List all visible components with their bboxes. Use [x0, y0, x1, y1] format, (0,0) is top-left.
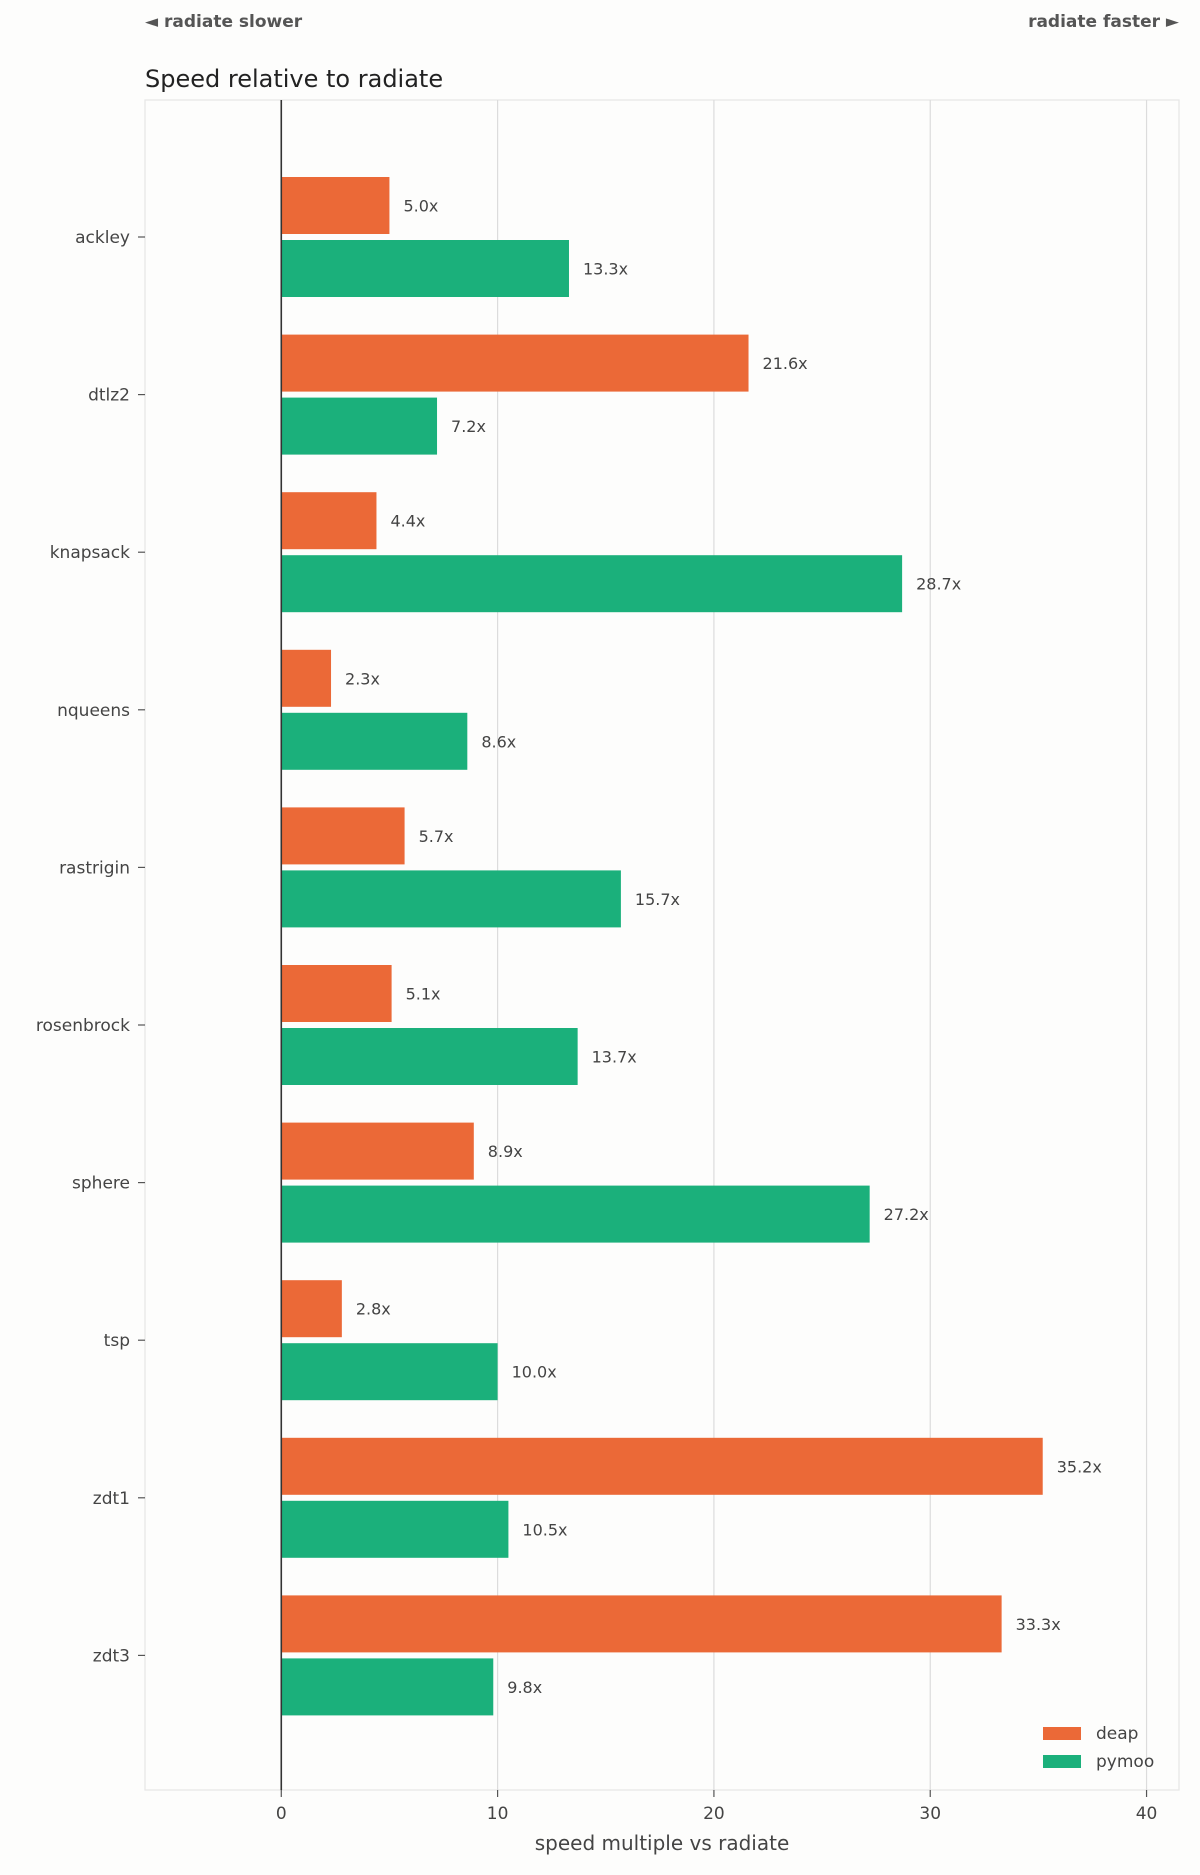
data-label-deap-ackley: 5.0x: [403, 197, 438, 216]
data-label-deap-rosenbrock: 5.1x: [406, 985, 441, 1004]
bar-pymoo-zdt3: [281, 1658, 494, 1716]
plot-frame: [144, 99, 1180, 1791]
x-tick-label: 10: [487, 1804, 509, 1824]
legend-swatch-pymoo: [1043, 1755, 1081, 1768]
data-label-deap-tsp: 2.8x: [356, 1300, 391, 1319]
bar-pymoo-ackley: [281, 240, 569, 297]
x-tick-label: 20: [703, 1804, 725, 1824]
bar-deap-ackley: [281, 177, 390, 234]
bar-deap-rosenbrock: [281, 965, 392, 1022]
data-label-deap-rastrigin: 5.7x: [419, 827, 454, 846]
data-label-deap-sphere: 8.9x: [488, 1142, 523, 1161]
legend-label-deap: deap: [1096, 1724, 1138, 1744]
bar-deap-zdt3: [281, 1595, 1002, 1653]
data-label-pymoo-sphere: 27.2x: [884, 1205, 929, 1224]
data-label-pymoo-knapsack: 28.7x: [916, 575, 961, 594]
bar-deap-knapsack: [281, 492, 377, 550]
bar-pymoo-rastrigin: [281, 870, 621, 928]
legend-swatch-deap: [1043, 1727, 1081, 1740]
bars: [281, 177, 1043, 1716]
data-label-pymoo-rastrigin: 15.7x: [635, 890, 680, 909]
data-label-pymoo-tsp: 10.0x: [512, 1363, 557, 1382]
bar-pymoo-knapsack: [281, 555, 903, 613]
bar-pymoo-zdt1: [281, 1500, 509, 1558]
bar-pymoo-nqueens: [281, 712, 468, 770]
y-tick-label: sphere: [72, 1174, 130, 1194]
x-tick-label: 40: [1136, 1804, 1158, 1824]
data-label-pymoo-dtlz2: 7.2x: [451, 417, 486, 436]
x-tick-label: 0: [276, 1804, 287, 1824]
legend: deap pymoo: [1043, 1724, 1154, 1772]
y-tick-label: zdt1: [93, 1489, 130, 1509]
y-axis: ackley dtlz2 knapsack nqueens rastrigin rosen…: [36, 228, 145, 1666]
legend-label-pymoo: pymoo: [1096, 1752, 1154, 1772]
data-label-deap-zdt3: 33.3x: [1016, 1615, 1061, 1634]
x-axis: 0 10 20 30 40: [276, 1790, 1158, 1824]
radiate-faster-hint: radiate faster ►: [1028, 12, 1180, 32]
data-label-pymoo-ackley: 13.3x: [583, 260, 628, 279]
bar-pymoo-rosenbrock: [281, 1028, 578, 1085]
data-label-deap-zdt1: 35.2x: [1057, 1457, 1102, 1476]
data-label-pymoo-nqueens: 8.6x: [481, 732, 516, 751]
bar-deap-tsp: [281, 1280, 342, 1338]
y-tick-label: knapsack: [50, 543, 130, 563]
data-label-deap-knapsack: 4.4x: [390, 512, 425, 531]
data-label-deap-nqueens: 2.3x: [345, 669, 380, 688]
y-tick-label: rosenbrock: [36, 1016, 130, 1036]
x-axis-label: speed multiple vs radiate: [535, 1831, 790, 1855]
bar-pymoo-dtlz2: [281, 397, 438, 455]
data-labels: 5.0x 13.3x 21.6x 7.2x 4.4x 28.7x 2.3x 8.6x 5.7x 1…: [345, 197, 1102, 1697]
x-tick-label: 30: [919, 1804, 941, 1824]
bar-deap-zdt1: [281, 1437, 1043, 1495]
y-tick-label: ackley: [75, 228, 130, 248]
data-label-pymoo-zdt3: 9.8x: [507, 1678, 542, 1697]
y-tick-label: tsp: [104, 1331, 130, 1351]
bar-deap-sphere: [281, 1122, 474, 1180]
bar-deap-dtlz2: [281, 334, 749, 392]
bar-pymoo-sphere: [281, 1185, 870, 1243]
radiate-slower-hint: ◄ radiate slower: [145, 12, 303, 32]
y-tick-label: nqueens: [57, 701, 130, 721]
y-tick-label: dtlz2: [88, 386, 130, 406]
y-tick-label: zdt3: [93, 1646, 130, 1666]
data-label-deap-dtlz2: 21.6x: [763, 354, 808, 373]
y-tick-label: rastrigin: [59, 858, 130, 878]
bar-deap-rastrigin: [281, 807, 405, 865]
data-label-pymoo-zdt1: 10.5x: [522, 1520, 567, 1539]
data-label-pymoo-rosenbrock: 13.7x: [592, 1048, 637, 1067]
chart-title: Speed relative to radiate: [145, 65, 443, 93]
bar-deap-nqueens: [281, 649, 332, 707]
bar-pymoo-tsp: [281, 1343, 498, 1401]
